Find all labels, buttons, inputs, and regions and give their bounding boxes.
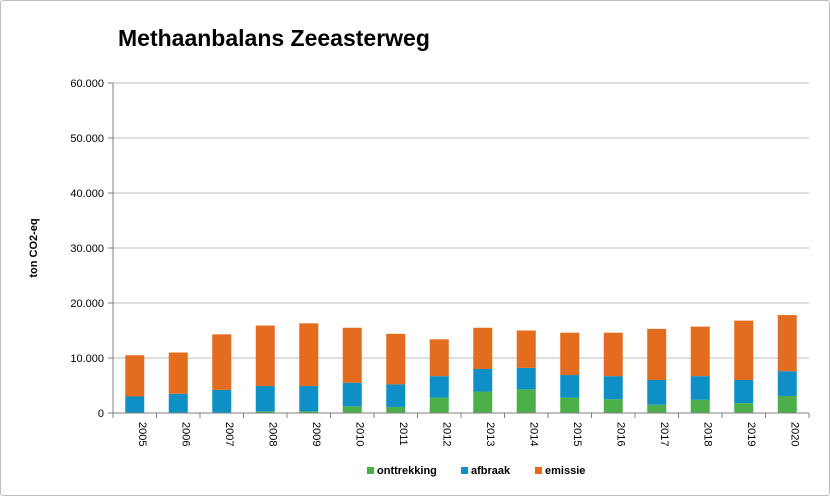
x-tick-label: 2015: [571, 422, 583, 446]
x-tick-label: 2006: [179, 422, 191, 446]
x-tick-label: 2005: [136, 422, 148, 446]
bar-onttrekking-2013: [473, 391, 493, 413]
legend: onttrekking afbraak emissie: [367, 465, 585, 477]
y-tick-label: 40.000: [70, 188, 104, 200]
bar-emissie-2007: [212, 334, 232, 390]
x-tick-label: 2016: [614, 422, 626, 446]
bar-onttrekking-2019: [734, 403, 754, 413]
y-tick-label: 20.000: [70, 298, 104, 310]
bar-onttrekking-2012: [429, 397, 449, 413]
y-tick-label: 30.000: [70, 243, 104, 255]
bar-emissie-2016: [603, 332, 623, 377]
bar-emissie-2014: [516, 330, 536, 368]
bars: [125, 315, 797, 413]
x-tick-label: 2018: [701, 422, 713, 446]
axes: [108, 82, 810, 418]
x-tick-label: 2013: [484, 422, 496, 446]
bar-emissie-2017: [647, 328, 667, 380]
bar-afbraak-2020: [777, 371, 797, 396]
bar-onttrekking-2014: [516, 389, 536, 413]
bar-afbraak-2005: [125, 396, 145, 413]
bar-emissie-2012: [429, 339, 449, 377]
bar-emissie-2008: [255, 325, 275, 387]
gridlines: [113, 82, 809, 359]
bar-afbraak-2006: [168, 393, 188, 413]
legend-swatch-onttrekking: [367, 467, 374, 474]
bar-onttrekking-2009: [299, 411, 319, 413]
y-tick-label: 50.000: [70, 133, 104, 145]
bar-emissie-2011: [386, 333, 406, 385]
x-tick-label: 2007: [223, 422, 235, 446]
y-tick-label: 60.000: [70, 78, 104, 90]
bar-emissie-2013: [473, 327, 493, 369]
bar-emissie-2019: [734, 320, 754, 380]
x-tick-label: 2011: [397, 422, 409, 446]
x-tick-label: 2014: [527, 422, 539, 446]
bar-emissie-2018: [690, 326, 710, 377]
bar-emissie-2009: [299, 323, 319, 387]
bar-onttrekking-2015: [560, 397, 580, 413]
bar-emissie-2006: [168, 352, 188, 394]
bar-emissie-2005: [125, 355, 145, 397]
legend-label-onttrekking: onttrekking: [377, 465, 437, 477]
x-tick-label: 2009: [310, 422, 322, 446]
bar-afbraak-2008: [255, 386, 275, 412]
bar-afbraak-2009: [299, 386, 319, 412]
bar-afbraak-2017: [647, 380, 667, 405]
bar-afbraak-2018: [690, 376, 710, 400]
bar-afbraak-2011: [386, 384, 406, 407]
bar-afbraak-2010: [342, 382, 362, 407]
bar-afbraak-2012: [429, 376, 449, 398]
bar-emissie-2015: [560, 332, 580, 376]
legend-label-emissie: emissie: [545, 465, 585, 477]
y-axis-label: ton CO2-eq: [28, 218, 40, 277]
bar-afbraak-2019: [734, 380, 754, 404]
bar-onttrekking-2018: [690, 399, 710, 413]
x-tick-label: 2017: [658, 422, 670, 446]
bar-afbraak-2014: [516, 367, 536, 390]
bar-emissie-2010: [342, 327, 362, 383]
bar-onttrekking-2008: [255, 411, 275, 413]
legend-label-afbraak: afbraak: [471, 465, 511, 477]
bar-onttrekking-2016: [603, 399, 623, 413]
x-tick-label: 2008: [266, 422, 278, 446]
legend-swatch-afbraak: [461, 467, 468, 474]
y-tick-labels: 0 10.000 20.000 30.000 40.000 50.000 60.000: [70, 78, 104, 420]
bar-emissie-2020: [777, 315, 797, 372]
x-tick-label: 2019: [745, 422, 757, 446]
bar-afbraak-2016: [603, 376, 623, 400]
legend-swatch-emissie: [535, 467, 542, 474]
chart-title: Methaanbalans Zeeasterweg: [118, 25, 430, 51]
y-tick-label: 10.000: [70, 353, 104, 365]
x-tick-label: 2010: [353, 422, 365, 446]
bar-afbraak-2007: [212, 389, 232, 413]
bar-onttrekking-2020: [777, 395, 797, 413]
bar-onttrekking-2017: [647, 404, 667, 413]
bar-onttrekking-2011: [386, 406, 406, 413]
x-tick-labels: 2005 2006 2007 2008 2009 2010 2011 2012 2013 2014…: [136, 422, 801, 446]
y-tick-label: 0: [98, 408, 104, 420]
bar-afbraak-2015: [560, 375, 580, 398]
x-tick-label: 2020: [788, 422, 800, 446]
bar-afbraak-2013: [473, 369, 493, 392]
x-tick-label: 2012: [440, 422, 452, 446]
bar-onttrekking-2010: [342, 406, 362, 413]
